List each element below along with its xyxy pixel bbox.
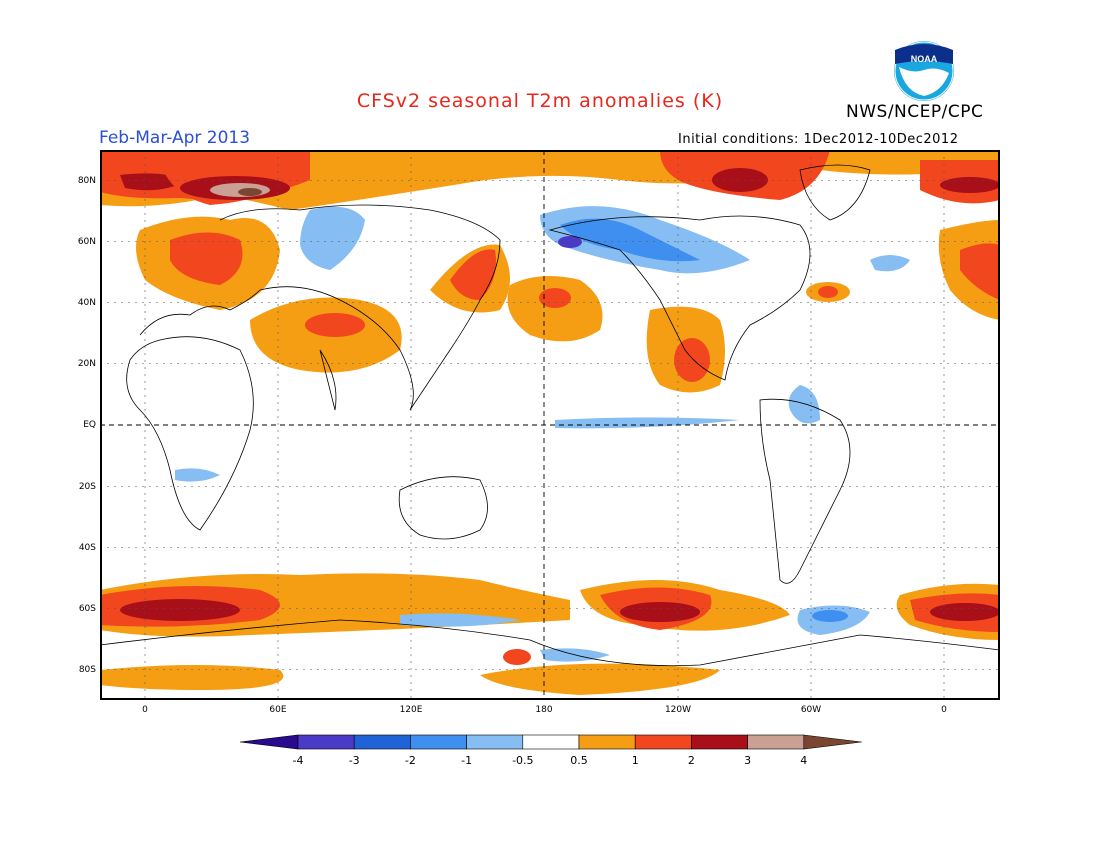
lat-label-20s: 20S: [78, 482, 96, 492]
lon-label-120e: 120E: [399, 705, 423, 715]
period-label: Feb-Mar-Apr 2013: [99, 128, 251, 148]
lat-label-80s: 80S: [78, 665, 96, 675]
colorbar-tick-label: 4: [800, 754, 807, 767]
anomaly-map: [100, 150, 1000, 700]
colorbar-arrow-low: [240, 734, 299, 750]
agency-label: NWS/NCEP/CPC: [846, 102, 984, 122]
initial-conditions-label: Initial conditions: 1Dec2012-10Dec2012: [678, 132, 959, 147]
lat-label-40s: 40S: [78, 543, 96, 553]
colorbar-tick-label: -0.5: [512, 754, 533, 767]
colorbar-segment: [578, 734, 636, 750]
colorbar-tick-label: 2: [688, 754, 695, 767]
colorbar-arrow-high: [803, 734, 862, 750]
colorbar-tick-label: -4: [293, 754, 304, 767]
lat-label-40n: 40N: [77, 298, 96, 308]
lat-label-eq: EQ: [83, 420, 96, 430]
cold-anomalies: [175, 206, 910, 662]
lat-label-20n: 20N: [77, 359, 96, 369]
lat-label-60n: 60N: [77, 237, 96, 247]
warm-anomalies: [100, 150, 1000, 700]
colorbar-segment: [297, 734, 355, 750]
lat-label-60s: 60S: [78, 604, 96, 614]
lon-label-0-west: 0: [142, 705, 148, 715]
lon-label-180: 180: [535, 705, 553, 715]
coastlines: [100, 164, 1000, 667]
chart-title: CFSv2 seasonal T2m anomalies (K): [356, 90, 724, 112]
colorbar-segment: [522, 734, 580, 750]
colorbar-tick-label: 3: [744, 754, 751, 767]
colorbar-tick-label: -1: [461, 754, 472, 767]
colorbar-tick-label: 1: [632, 754, 639, 767]
logo-wordmark: NOAA: [911, 54, 938, 64]
lat-label-80n: 80N: [77, 176, 96, 186]
lon-label-0-east: 0: [941, 705, 947, 715]
noaa-logo: NOAA: [894, 41, 954, 101]
lon-label-60e: 60E: [269, 705, 287, 715]
colorbar-segment: [634, 734, 692, 750]
colorbar-tick-label: -2: [405, 754, 416, 767]
lon-label-120w: 120W: [664, 705, 692, 715]
colorbar-segment: [410, 734, 467, 750]
colorbar-segment: [353, 734, 411, 750]
colorbar-segment: [691, 734, 748, 750]
colorbar-tick-label: -3: [349, 754, 360, 767]
colorbar-segment: [747, 734, 805, 750]
colorbar-tick-label: 0.5: [570, 754, 588, 767]
lon-label-60w: 60W: [800, 705, 822, 715]
colorbar: -4 -3 -2 -1 -0.5 0.5 1 2 3 4: [240, 734, 862, 767]
colorbar-segment: [466, 734, 524, 750]
